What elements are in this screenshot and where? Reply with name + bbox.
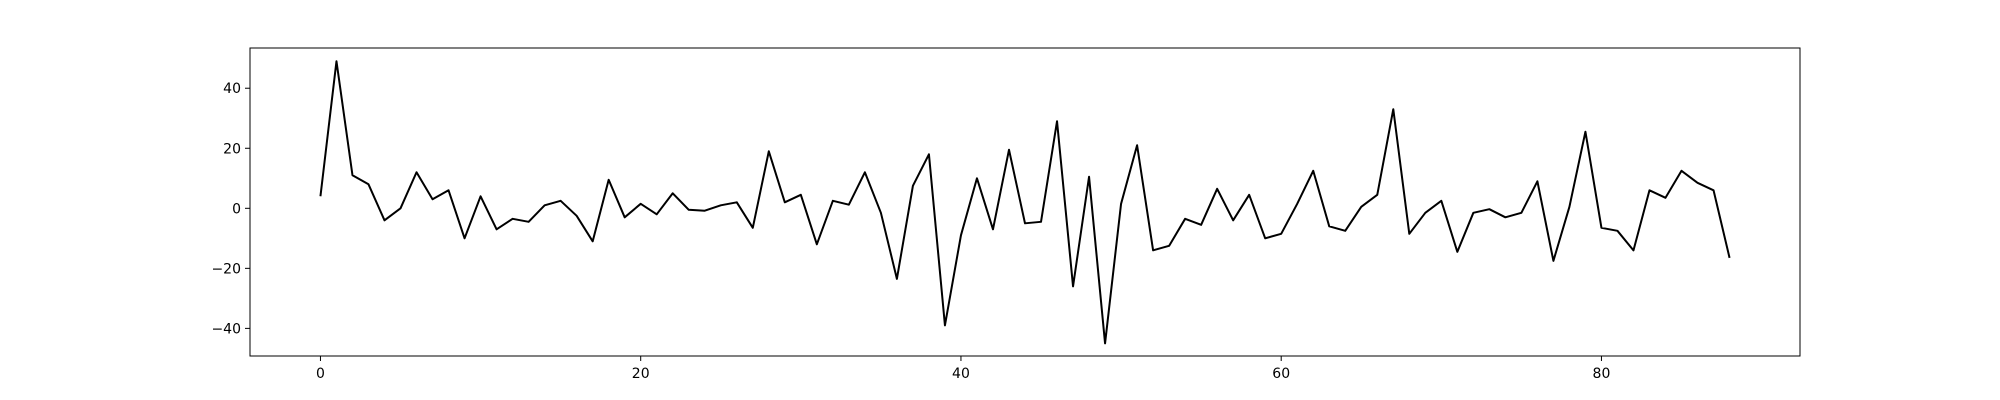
series-line <box>319 60 1731 345</box>
y-tick-label: 20 <box>223 141 241 157</box>
plot-area-frame <box>249 47 1801 357</box>
y-tick-label: 40 <box>223 81 241 97</box>
y-tick-label: −20 <box>211 261 241 277</box>
x-axis-ticks: 0 20 40 60 80 <box>316 356 1610 382</box>
x-tick-label: 60 <box>1272 366 1290 382</box>
x-tick-label: 80 <box>1593 366 1611 382</box>
y-axis-ticks: −40 −20 0 20 40 <box>211 81 250 337</box>
x-tick-label: 40 <box>952 366 970 382</box>
x-tick-label: 0 <box>316 366 325 382</box>
y-tick-label: −40 <box>211 321 241 337</box>
y-tick-label: 0 <box>232 201 241 217</box>
x-tick-label: 20 <box>632 366 650 382</box>
